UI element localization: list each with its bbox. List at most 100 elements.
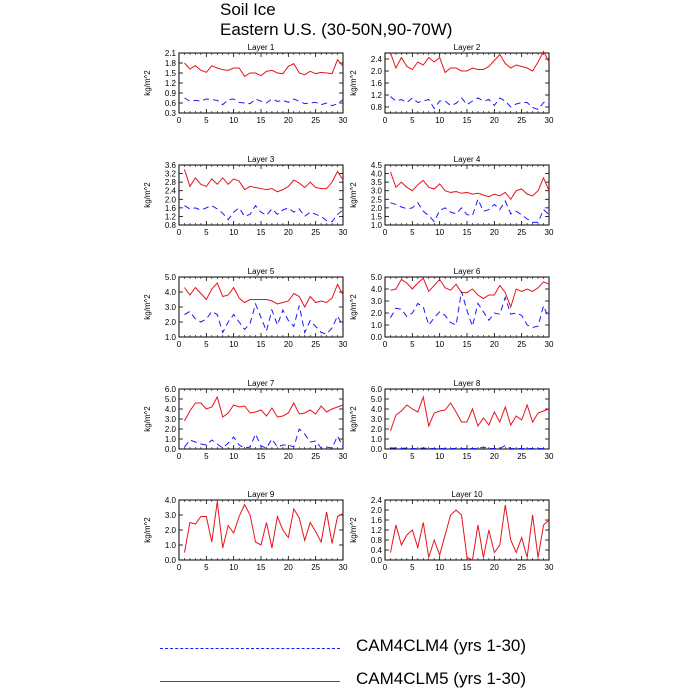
panel-title: Layer 7 <box>248 379 275 388</box>
y-tick-label: 4.0 <box>371 405 383 414</box>
y-tick-label: 2.0 <box>371 204 383 213</box>
y-tick-label: 1.0 <box>165 333 177 342</box>
x-tick-label: 20 <box>490 563 499 572</box>
x-tick-label: 10 <box>435 340 444 349</box>
y-axis-label: kg/m^2 <box>143 182 152 208</box>
series-line-cam4clm5 <box>389 395 550 432</box>
x-tick-label: 25 <box>517 452 526 461</box>
x-tick-label: 10 <box>229 228 238 237</box>
y-tick-label: 4.0 <box>165 496 177 505</box>
x-tick-label: 10 <box>435 452 444 461</box>
y-axis-label: kg/m^2 <box>349 406 358 432</box>
y-tick-label: 0.9 <box>165 89 177 98</box>
x-tick-label: 15 <box>257 452 266 461</box>
y-tick-label: 5.0 <box>165 395 177 404</box>
x-tick-label: 25 <box>311 228 320 237</box>
x-tick-label: 5 <box>410 116 415 125</box>
x-tick-label: 0 <box>177 340 182 349</box>
y-tick-label: 3.2 <box>165 170 177 179</box>
series-line-cam4clm5 <box>183 501 344 553</box>
series-line-cam4clm4 <box>184 97 344 107</box>
x-tick-label: 15 <box>463 452 472 461</box>
y-axis-label: kg/m^2 <box>349 182 358 208</box>
panel-title: Layer 1 <box>248 43 275 52</box>
y-tick-label: 4.0 <box>165 405 177 414</box>
x-tick-label: 30 <box>339 340 348 349</box>
panel-frame <box>178 52 344 114</box>
x-tick-label: 25 <box>311 340 320 349</box>
x-tick-label: 30 <box>545 563 554 572</box>
panel-title: Layer 5 <box>248 267 275 276</box>
y-tick-label: 6.0 <box>165 385 177 394</box>
panel-3: Layer 3 kg/m^2 0 5 10 15 20 25 30 0.81.21.62.02.4… <box>143 155 348 237</box>
panel-title: Layer 10 <box>451 490 483 499</box>
series-line-cam4clm5 <box>184 282 344 309</box>
x-tick-label: 30 <box>339 116 348 125</box>
x-tick-label: 15 <box>463 116 472 125</box>
panel-frame <box>178 276 344 338</box>
y-tick-label: 1.0 <box>165 435 177 444</box>
series-line-cam4clm5 <box>390 277 550 309</box>
y-tick-label: 4.0 <box>371 285 383 294</box>
y-tick-label: 3.0 <box>165 511 177 520</box>
series-line-cam4clm4 <box>390 96 550 110</box>
y-tick-label: 2.1 <box>165 49 177 58</box>
y-tick-label: 0.6 <box>165 99 177 108</box>
x-tick-label: 20 <box>284 452 293 461</box>
y-axis-label: kg/m^2 <box>143 70 152 96</box>
x-tick-label: 5 <box>204 228 209 237</box>
x-tick-label: 5 <box>410 228 415 237</box>
x-tick-label: 5 <box>204 340 209 349</box>
series-line-cam4clm5 <box>389 171 550 201</box>
x-tick-label: 10 <box>229 452 238 461</box>
panel-frame <box>384 388 550 450</box>
y-tick-label: 0.0 <box>165 556 177 565</box>
panel-title: Layer 4 <box>454 155 481 164</box>
x-tick-label: 10 <box>229 563 238 572</box>
y-tick-label: 2.4 <box>371 496 383 505</box>
y-tick-label: 3.0 <box>165 303 177 312</box>
x-tick-label: 20 <box>490 116 499 125</box>
panel-9: Layer 9 kg/m^2 0 5 10 15 20 25 30 0.0 1.0 2.0 3.0 4.0 <box>143 490 348 572</box>
x-tick-label: 30 <box>339 228 348 237</box>
y-tick-label: 0.8 <box>371 536 383 545</box>
panel-8: Layer 8 kg/m^2 0 5 10 15 20 25 30 0.01.02.03.04.0… <box>349 379 554 461</box>
legend-label: CAM4CLM4 (yrs 1-30) <box>356 636 527 655</box>
x-tick-label: 15 <box>463 563 472 572</box>
x-tick-label: 10 <box>435 228 444 237</box>
panel-frame <box>384 499 550 561</box>
y-tick-label: 1.2 <box>165 212 177 221</box>
y-tick-label: 2.0 <box>165 195 177 204</box>
figure-title: Soil Ice <box>220 0 276 19</box>
x-tick-label: 25 <box>517 340 526 349</box>
y-tick-label: 3.0 <box>371 415 383 424</box>
y-tick-label: 1.2 <box>165 79 177 88</box>
y-tick-label: 4.0 <box>371 170 383 179</box>
y-tick-label: 3.0 <box>165 415 177 424</box>
y-tick-label: 1.5 <box>371 212 383 221</box>
x-tick-label: 0 <box>177 116 182 125</box>
series-line-cam4clm5 <box>389 504 550 561</box>
x-tick-label: 0 <box>383 340 388 349</box>
legend-item-cam4clm5: CAM4CLM5 (yrs 1-30) <box>160 669 540 693</box>
x-tick-label: 20 <box>490 452 499 461</box>
x-tick-label: 30 <box>339 563 348 572</box>
y-tick-label: 6.0 <box>371 385 383 394</box>
series-line-cam4clm5 <box>390 50 550 74</box>
panel-grid: Layer 1kg/m^20 5 10 15 20 25 300.30.60.91.21.5… <box>143 43 554 572</box>
series-line-cam4clm4 <box>184 204 344 223</box>
series-line-cam4clm4 <box>184 428 344 449</box>
y-tick-label: 0.4 <box>371 546 383 555</box>
x-tick-label: 15 <box>463 340 472 349</box>
x-tick-label: 25 <box>517 563 526 572</box>
y-tick-label: 2.0 <box>165 318 177 327</box>
panel-10: Layer 10 kg/m^2 0 5 10 15 20 25 30 0.00.40.81.21.… <box>349 490 554 572</box>
y-tick-label: 0.0 <box>165 445 177 454</box>
x-tick-label: 25 <box>517 116 526 125</box>
panel-5: Layer 5 kg/m^2 0 5 10 15 20 25 30 1.0 2.0 3.0 4.0 5.0 <box>143 267 348 349</box>
x-tick-label: 5 <box>204 452 209 461</box>
legend-label: CAM4CLM5 (yrs 1-30) <box>356 669 527 688</box>
y-tick-label: 5.0 <box>165 273 177 282</box>
y-tick-label: 2.0 <box>371 67 383 76</box>
x-tick-label: 10 <box>435 116 444 125</box>
